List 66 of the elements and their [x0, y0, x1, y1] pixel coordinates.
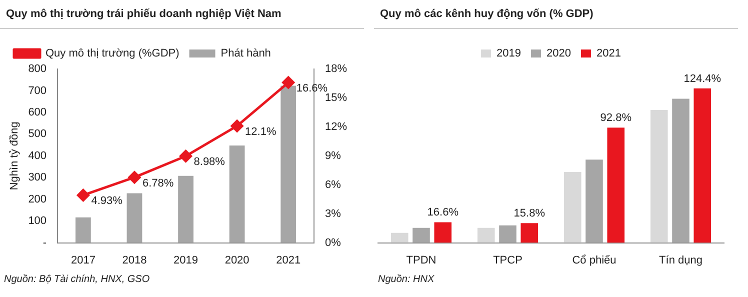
- data-label: 4.93%: [91, 195, 123, 208]
- bar: [390, 232, 408, 243]
- y2-tick-label: 15%: [324, 92, 348, 104]
- bar: [607, 128, 625, 243]
- bar: [672, 98, 690, 243]
- y-axis-title: Nghìn tỷ đồng: [8, 122, 21, 190]
- y2-tick-label: 0%: [324, 236, 342, 249]
- y-tick-label: -: [42, 236, 47, 249]
- point: [128, 171, 141, 184]
- text: Nguồn: HNX: [378, 274, 434, 285]
- bar: [586, 160, 603, 243]
- bar: [412, 228, 430, 243]
- y-tick-label: 400: [28, 150, 47, 162]
- x-tick-label: Cổ phiếu: [572, 254, 616, 266]
- bar: [280, 86, 296, 243]
- data-label: 15.8%: [514, 208, 546, 220]
- point: [76, 188, 90, 202]
- legend-label: 2019: [496, 48, 522, 60]
- y-tick-label: 500: [28, 128, 47, 140]
- data-label: 16.6%: [427, 206, 459, 219]
- bar: [76, 217, 91, 243]
- x-tick-label: TPCP: [493, 254, 522, 266]
- y-tick-label: 100: [28, 215, 47, 228]
- y-tick-label: 800: [28, 63, 47, 76]
- data-label: 8.98%: [194, 156, 226, 168]
- chart-title: Quy mô các kênh huy động vốn (% GDP): [380, 8, 594, 20]
- bar: [564, 172, 582, 243]
- x-tick-label: 2021: [276, 254, 301, 266]
- point: [282, 76, 295, 89]
- bar: [694, 88, 712, 243]
- text: Nguồn: Bộ Tài chính, HNX, GSO: [4, 274, 150, 285]
- y-tick-label: 200: [28, 193, 47, 206]
- legend-label: 2020: [546, 48, 571, 60]
- data-label: 16.6%: [296, 82, 328, 95]
- point: [230, 120, 244, 132]
- y-tick-label: 300: [28, 172, 47, 184]
- bar: [499, 225, 516, 243]
- data-label: 124.4%: [684, 72, 722, 85]
- bar: [126, 193, 142, 243]
- y2-tick-label: 9%: [324, 150, 342, 162]
- bar: [434, 222, 452, 243]
- y-tick-label: 700: [28, 84, 47, 97]
- bar: [520, 223, 538, 243]
- bar: [650, 110, 668, 243]
- x-tick-label: 2019: [174, 254, 198, 266]
- y2-tick-label: 3%: [324, 208, 342, 220]
- x-tick-label: TPDN: [406, 254, 436, 266]
- bar: [229, 145, 245, 243]
- legend-label: 2021: [596, 48, 621, 60]
- x-tick-label: 2017: [70, 254, 96, 266]
- y2-tick-label: 18%: [324, 63, 348, 76]
- legend-label: Quy mô thị trường (%GDP): [46, 48, 180, 60]
- y-tick-label: 600: [28, 106, 47, 118]
- bar: [477, 228, 495, 243]
- chart-title: Quy mô thị trường trái phiếu doanh nghiệp Việt Nam: [6, 8, 282, 20]
- data-label: 12.1%: [245, 126, 276, 138]
- point: [180, 150, 192, 162]
- data-label: 6.78%: [142, 177, 174, 190]
- y2-tick-label: 12%: [324, 120, 348, 133]
- y2-tick-label: 6%: [324, 178, 342, 191]
- data-label: 92.8%: [600, 112, 632, 124]
- x-tick-label: 2018: [122, 254, 147, 266]
- bar: [178, 176, 194, 243]
- legend-label: Phát hành: [220, 48, 271, 60]
- x-tick-label: 2020: [224, 254, 250, 266]
- x-tick-label: Tín dụng: [659, 254, 702, 266]
